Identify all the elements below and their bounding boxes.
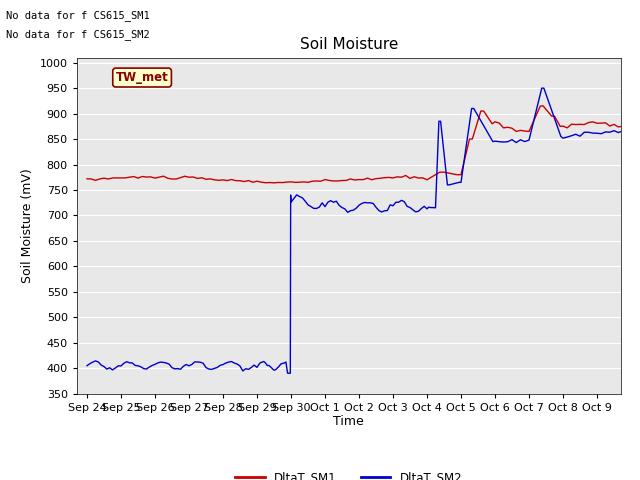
DltaT_SM1 [83,176,91,181]
DltaT_SM1 [540,103,547,109]
Text: No data for f CS615_SM2: No data for f CS615_SM2 [6,29,150,40]
DltaT_SM2 [92,358,99,364]
Title: Soil Moisture: Soil Moisture [300,37,398,52]
DltaT_SM2 [563,134,571,140]
Legend: DltaT_SM1, DltaT_SM2: DltaT_SM1, DltaT_SM2 [230,466,467,480]
DltaT_SM2 [538,85,545,91]
DltaT_SM2 [248,365,255,371]
DltaT_SM1 [308,179,316,184]
DltaT_SM2 [83,363,91,369]
X-axis label: Time: Time [333,415,364,429]
Text: TW_met: TW_met [116,71,168,84]
Text: No data for f CS615_SM1: No data for f CS615_SM1 [6,10,150,21]
DltaT_SM1 [531,116,538,121]
DltaT_SM2 [287,371,294,376]
DltaT_SM2 [284,371,291,376]
Line: DltaT_SM2: DltaT_SM2 [87,88,627,373]
DltaT_SM1 [151,175,159,181]
DltaT_SM2 [177,366,184,372]
Y-axis label: Soil Moisture (mV): Soil Moisture (mV) [21,168,34,283]
DltaT_SM1 [534,109,541,115]
DltaT_SM1 [270,180,278,186]
DltaT_SM1 [536,103,544,109]
DltaT_SM2 [623,129,630,134]
DltaT_SM1 [597,120,605,126]
Line: DltaT_SM1: DltaT_SM1 [87,106,627,183]
DltaT_SM1 [623,122,630,128]
DltaT_SM2 [143,366,150,372]
